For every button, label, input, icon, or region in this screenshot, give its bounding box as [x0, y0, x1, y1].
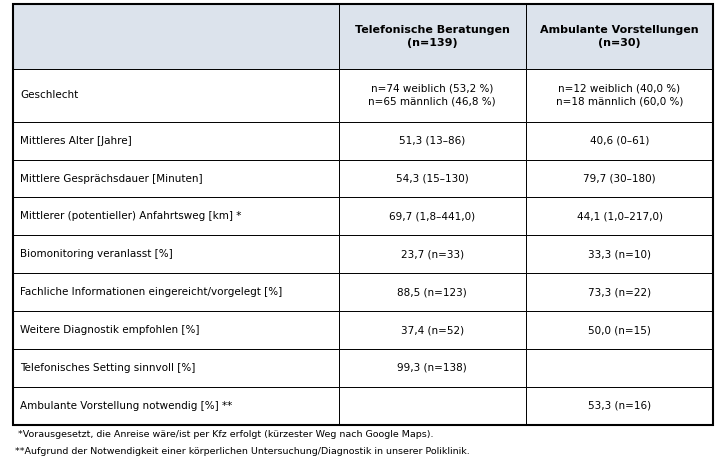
Text: Ambulante Vorstellungen
(n=30): Ambulante Vorstellungen (n=30): [540, 25, 699, 48]
Bar: [13, 122, 338, 160]
Text: **Aufgrund der Notwendigkeit einer körperlichen Untersuchung/Diagnostik in unser: **Aufgrund der Notwendigkeit einer körpe…: [15, 447, 470, 456]
Bar: [526, 4, 713, 69]
Text: 73,3 (n=22): 73,3 (n=22): [588, 287, 651, 297]
Text: 23,7 (n=33): 23,7 (n=33): [401, 249, 464, 259]
Bar: [526, 197, 713, 236]
Text: 33,3 (n=10): 33,3 (n=10): [588, 249, 651, 259]
Bar: [13, 69, 338, 122]
Text: 37,4 (n=52): 37,4 (n=52): [401, 325, 464, 335]
Bar: [338, 4, 526, 69]
Bar: [526, 69, 713, 122]
Text: Biomonitoring veranlasst [%]: Biomonitoring veranlasst [%]: [20, 249, 173, 259]
Bar: [526, 273, 713, 311]
Bar: [13, 273, 338, 311]
Text: n=74 weiblich (53,2 %)
n=65 männlich (46,8 %): n=74 weiblich (53,2 %) n=65 männlich (46…: [369, 84, 496, 107]
Bar: [338, 236, 526, 273]
Text: Mittlere Gesprächsdauer [Minuten]: Mittlere Gesprächsdauer [Minuten]: [20, 174, 203, 184]
Bar: [338, 311, 526, 349]
Bar: [13, 160, 338, 197]
Text: *Vorausgesetzt, die Anreise wäre/ist per Kfz erfolgt (kürzester Weg nach Google : *Vorausgesetzt, die Anreise wäre/ist per…: [15, 430, 433, 439]
Bar: [526, 349, 713, 387]
Bar: [338, 122, 526, 160]
Text: Geschlecht: Geschlecht: [20, 90, 78, 101]
Bar: [13, 311, 338, 349]
Bar: [13, 4, 338, 69]
Text: n=12 weiblich (40,0 %)
n=18 männlich (60,0 %): n=12 weiblich (40,0 %) n=18 männlich (60…: [556, 84, 683, 107]
Text: 79,7 (30–180): 79,7 (30–180): [583, 174, 656, 184]
Bar: [526, 311, 713, 349]
Bar: [338, 69, 526, 122]
Text: 50,0 (n=15): 50,0 (n=15): [588, 325, 651, 335]
Bar: [526, 387, 713, 425]
Bar: [13, 197, 338, 236]
Bar: [338, 273, 526, 311]
Text: Mittlerer (potentieller) Anfahrtsweg [km] *: Mittlerer (potentieller) Anfahrtsweg [km…: [20, 211, 242, 221]
Text: Telefonische Beratungen
(n=139): Telefonische Beratungen (n=139): [355, 25, 510, 48]
Text: 54,3 (15–130): 54,3 (15–130): [396, 174, 469, 184]
Bar: [13, 236, 338, 273]
Text: Ambulante Vorstellung notwendig [%] **: Ambulante Vorstellung notwendig [%] **: [20, 401, 232, 411]
Text: 53,3 (n=16): 53,3 (n=16): [588, 401, 651, 411]
Bar: [526, 122, 713, 160]
Bar: [13, 349, 338, 387]
Text: Weitere Diagnostik empfohlen [%]: Weitere Diagnostik empfohlen [%]: [20, 325, 200, 335]
Bar: [338, 349, 526, 387]
Bar: [13, 387, 338, 425]
Bar: [526, 236, 713, 273]
Bar: [338, 387, 526, 425]
Text: Mittleres Alter [Jahre]: Mittleres Alter [Jahre]: [20, 135, 132, 145]
Text: Telefonisches Setting sinnvoll [%]: Telefonisches Setting sinnvoll [%]: [20, 363, 196, 373]
Text: 88,5 (n=123): 88,5 (n=123): [397, 287, 467, 297]
Bar: [338, 160, 526, 197]
Bar: [13, 4, 713, 425]
Text: 51,3 (13–86): 51,3 (13–86): [399, 135, 465, 145]
Bar: [338, 197, 526, 236]
Bar: [526, 160, 713, 197]
Text: 69,7 (1,8–441,0): 69,7 (1,8–441,0): [389, 211, 476, 221]
Text: Fachliche Informationen eingereicht/vorgelegt [%]: Fachliche Informationen eingereicht/vorg…: [20, 287, 282, 297]
Text: 40,6 (0–61): 40,6 (0–61): [590, 135, 649, 145]
Text: 99,3 (n=138): 99,3 (n=138): [397, 363, 467, 373]
Text: 44,1 (1,0–217,0): 44,1 (1,0–217,0): [576, 211, 663, 221]
